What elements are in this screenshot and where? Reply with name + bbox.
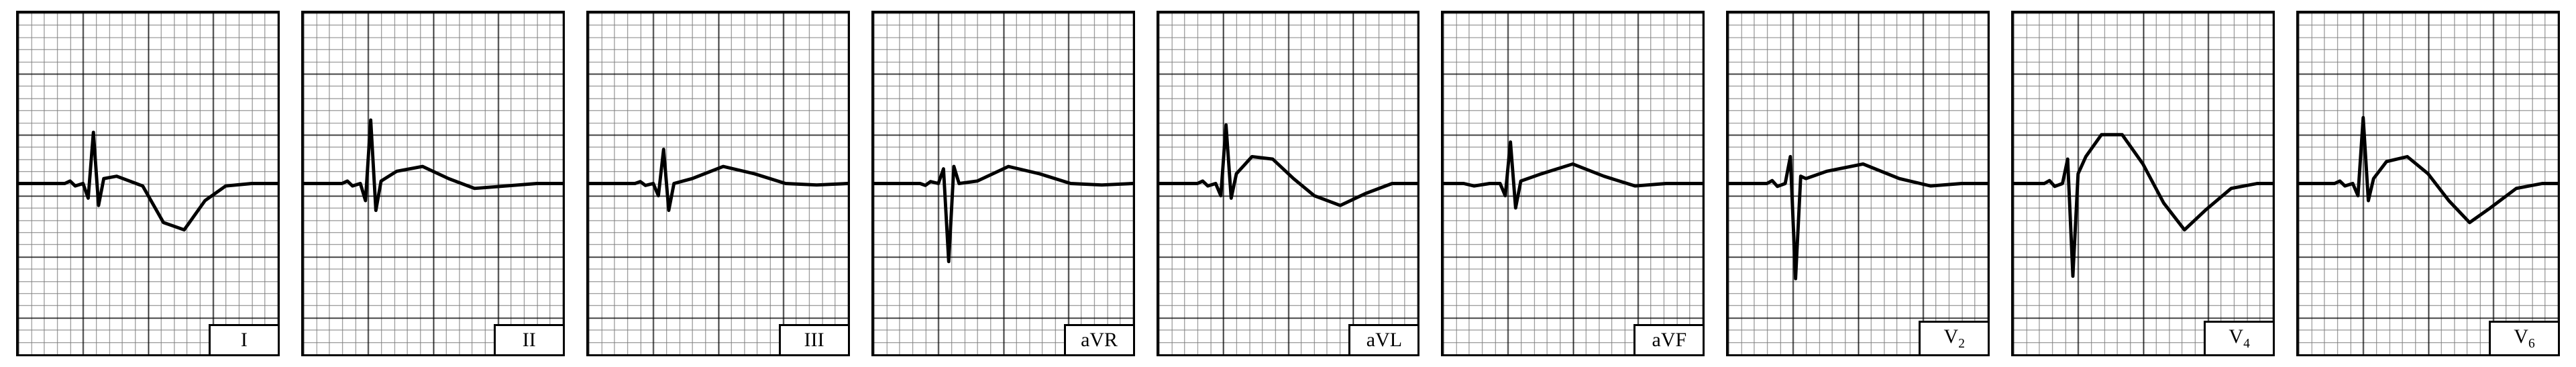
waveform [873,13,1133,354]
ecg-strip: IIIIIIaVRaVLaVFV2V4V6 [0,0,2576,367]
ecg-panel-lead-III: III [586,11,850,356]
waveform [18,13,278,354]
waveform [2013,13,2273,354]
lead-label: V2 [1919,321,1988,355]
waveform [1728,13,1988,354]
lead-label: II [494,324,563,354]
waveform [1159,13,1418,354]
lead-label: III [779,324,848,354]
ecg-panel-lead-aVL: aVL [1157,11,1420,356]
lead-label: aVL [1348,324,1417,354]
waveform [2298,13,2558,354]
ecg-panel-lead-aVF: aVF [1441,11,1705,356]
ecg-panel-lead-V2: V2 [1726,11,1990,356]
waveform [588,13,848,354]
lead-label: V4 [2204,321,2273,355]
waveform [303,13,563,354]
ecg-panel-lead-V4: V4 [2011,11,2275,356]
lead-label: aVF [1633,324,1703,354]
ecg-panel-lead-aVR: aVR [871,11,1135,356]
ecg-panel-lead-II: II [301,11,565,356]
lead-label: I [209,324,278,354]
lead-label: aVR [1064,324,1133,354]
waveform [1443,13,1703,354]
ecg-panel-lead-I: I [16,11,280,356]
lead-label: V6 [2489,321,2558,355]
ecg-panel-lead-V6: V6 [2296,11,2560,356]
